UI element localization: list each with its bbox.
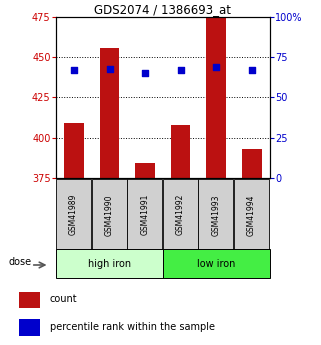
Bar: [171, 125, 190, 178]
Text: GSM41991: GSM41991: [140, 194, 149, 235]
Text: GSM41989: GSM41989: [69, 194, 78, 235]
Text: GSM41994: GSM41994: [247, 194, 256, 236]
Text: low iron: low iron: [197, 259, 236, 268]
Bar: [135, 163, 155, 178]
Bar: [163, 179, 198, 250]
Point: [143, 71, 148, 76]
Point: [178, 67, 183, 73]
Text: percentile rank within the sample: percentile rank within the sample: [49, 322, 214, 332]
Bar: [198, 179, 233, 250]
Text: dose: dose: [8, 257, 31, 267]
Text: count: count: [49, 294, 77, 304]
Bar: [234, 179, 269, 250]
Bar: [163, 249, 270, 278]
Point: [214, 64, 219, 70]
Bar: [64, 123, 84, 178]
Point: [107, 66, 112, 71]
Text: GSM41993: GSM41993: [212, 194, 221, 236]
Bar: [206, 16, 226, 178]
Text: GSM41990: GSM41990: [105, 194, 114, 236]
Title: GDS2074 / 1386693_at: GDS2074 / 1386693_at: [94, 3, 231, 16]
Text: high iron: high iron: [88, 259, 131, 268]
Bar: [19, 319, 40, 336]
Bar: [242, 149, 262, 178]
Bar: [56, 249, 163, 278]
Bar: [127, 179, 162, 250]
Point: [71, 67, 76, 73]
Bar: [56, 179, 91, 250]
Text: GSM41992: GSM41992: [176, 194, 185, 235]
Bar: [100, 48, 119, 178]
Point: [249, 67, 255, 73]
Bar: [19, 292, 40, 308]
Bar: [92, 179, 126, 250]
